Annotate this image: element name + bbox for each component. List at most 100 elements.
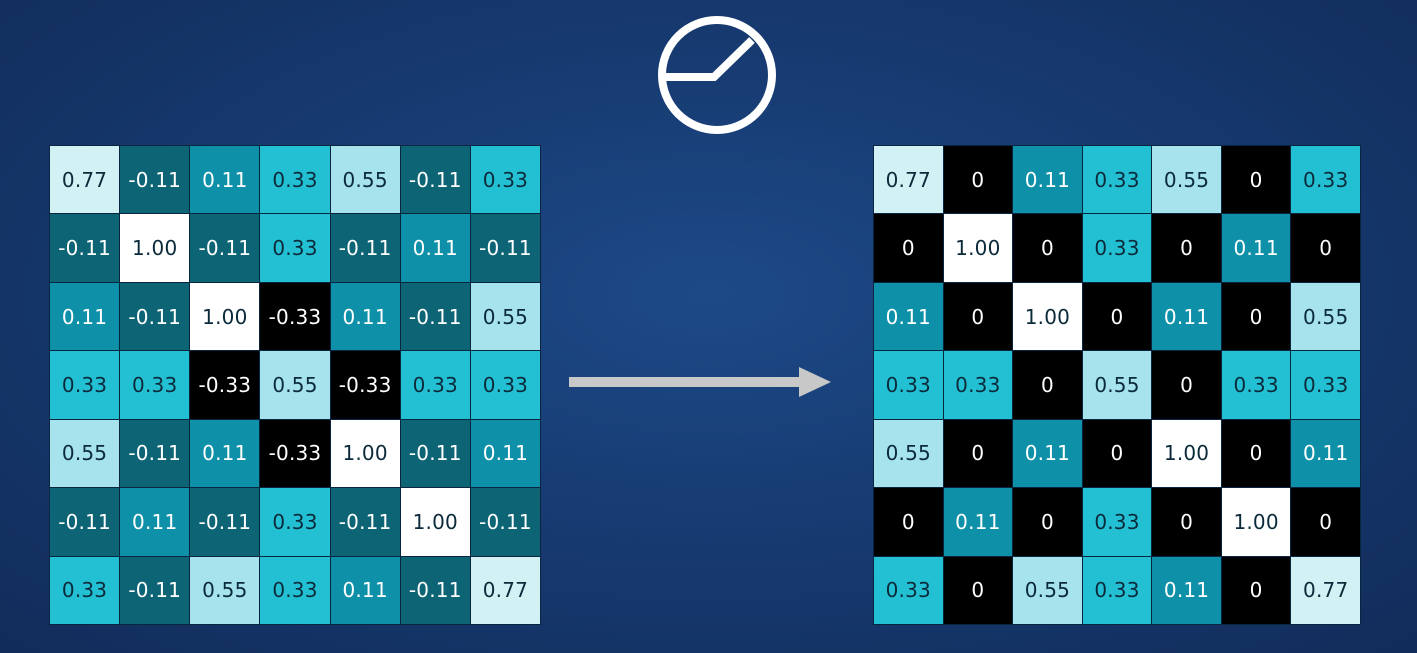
- matrix-cell: 0.33: [260, 146, 330, 214]
- matrix-cell: 0: [1013, 351, 1082, 419]
- matrix-cell: -0.11: [50, 488, 120, 556]
- relu-activation-icon: [658, 16, 776, 134]
- matrix-cell: 0.33: [1082, 488, 1152, 556]
- matrix-cell: 0: [1221, 556, 1291, 624]
- matrix-cell: 0: [943, 556, 1013, 624]
- matrix-cell: 0.55: [1082, 351, 1152, 419]
- matrix-cell: 0.33: [1221, 351, 1291, 419]
- matrix-cell: -0.11: [470, 214, 540, 282]
- matrix-cell: 0.33: [1082, 556, 1152, 624]
- matrix-cell: 0: [1291, 214, 1360, 282]
- matrix-cell: -0.11: [190, 488, 260, 556]
- matrix-cell: 0: [1291, 488, 1360, 556]
- matrix-cell: 1.00: [330, 419, 400, 488]
- matrix-cell: 0.11: [50, 282, 120, 351]
- matrix-cell: -0.33: [190, 351, 260, 419]
- matrix-cell: 1.00: [1152, 419, 1221, 488]
- matrix-cell: 0: [874, 488, 943, 556]
- matrix-cell: 0.11: [330, 282, 400, 351]
- output-feature-map: 0.77 0 0.11 0.33 0.55 0 0.33 0 1.00 0 0.33 0 0.11 0 0.…: [873, 145, 1361, 625]
- matrix-cell: 0.77: [470, 556, 540, 624]
- matrix-cell: 0.33: [1291, 351, 1360, 419]
- matrix-cell: -0.11: [120, 146, 190, 214]
- matrix-cell: -0.11: [330, 488, 400, 556]
- matrix-cell: 0.11: [1291, 419, 1360, 488]
- matrix-cell: 0: [943, 146, 1013, 214]
- matrix-cell: 0: [1221, 146, 1291, 214]
- matrix-cell: -0.11: [400, 146, 470, 214]
- matrix-cell: 0.33: [470, 351, 540, 419]
- matrix-cell: 0.55: [1013, 556, 1082, 624]
- matrix-cell: 1.00: [120, 214, 190, 282]
- matrix-cell: 0.33: [874, 556, 943, 624]
- matrix-cell: 0.33: [120, 351, 190, 419]
- matrix-cell: -0.11: [120, 419, 190, 488]
- matrix-cell: 0: [1221, 282, 1291, 351]
- matrix-cell: 0.55: [1291, 282, 1360, 351]
- matrix-cell: 0.55: [50, 419, 120, 488]
- matrix-cell: 0.33: [1291, 146, 1360, 214]
- matrix-cell: 0.77: [50, 146, 120, 214]
- matrix-cell: -0.33: [260, 282, 330, 351]
- matrix-cell: 0.11: [190, 419, 260, 488]
- matrix-cell: -0.11: [330, 214, 400, 282]
- matrix-cell: 0.33: [260, 214, 330, 282]
- input-feature-map: 0.77 -0.11 0.11 0.33 0.55 -0.11 0.33 -0.11 1.00-…: [49, 145, 541, 625]
- matrix-cell: -0.11: [470, 488, 540, 556]
- matrix-cell: 0: [1221, 419, 1291, 488]
- matrix-cell: 0.11: [400, 214, 470, 282]
- matrix-cell: 1.00: [190, 282, 260, 351]
- matrix-cell: 0.33: [943, 351, 1013, 419]
- matrix-cell: 0.11: [470, 419, 540, 488]
- matrix-cell: 0.55: [1152, 146, 1221, 214]
- matrix-cell: -0.11: [120, 282, 190, 351]
- matrix-cell: -0.33: [330, 351, 400, 419]
- matrix-cell: 0.33: [50, 351, 120, 419]
- matrix-cell: -0.11: [50, 214, 120, 282]
- matrix-cell: 0.55: [874, 419, 943, 488]
- matrix-cell: 0: [943, 419, 1013, 488]
- matrix-cell: 0: [1082, 282, 1152, 351]
- matrix-cell: 1.00: [400, 488, 470, 556]
- matrix-cell: 0.55: [190, 556, 260, 624]
- matrix-cell: 0.11: [874, 282, 943, 351]
- matrix-cell: -0.33: [260, 419, 330, 488]
- matrix-cell: 0.33: [400, 351, 470, 419]
- matrix-cell: 1.00: [1221, 488, 1291, 556]
- right-arrow-icon: [569, 367, 831, 397]
- matrix-cell: 0: [1152, 214, 1221, 282]
- matrix-cell: 0.55: [470, 282, 540, 351]
- matrix-cell: 0.11: [330, 556, 400, 624]
- matrix-cell: 0.33: [260, 488, 330, 556]
- matrix-cell: 0: [874, 214, 943, 282]
- matrix-cell: -0.11: [190, 214, 260, 282]
- matrix-cell: 0.33: [260, 556, 330, 624]
- matrix-cell: 0.33: [1082, 214, 1152, 282]
- matrix-cell: 0: [1152, 488, 1221, 556]
- matrix-cell: 0: [1013, 214, 1082, 282]
- matrix-cell: -0.11: [400, 282, 470, 351]
- matrix-cell: 0.33: [470, 146, 540, 214]
- matrix-cell: 0.11: [1013, 419, 1082, 488]
- matrix-cell: -0.11: [400, 419, 470, 488]
- matrix-cell: 0.11: [1152, 556, 1221, 624]
- matrix-cell: 0.55: [260, 351, 330, 419]
- matrix-cell: 0.11: [1152, 282, 1221, 351]
- matrix-cell: 0.11: [120, 488, 190, 556]
- matrix-cell: 0.33: [1082, 146, 1152, 214]
- matrix-cell: 0.11: [190, 146, 260, 214]
- matrix-cell: 0.11: [943, 488, 1013, 556]
- matrix-cell: 0: [1152, 351, 1221, 419]
- matrix-cell: 0: [943, 282, 1013, 351]
- matrix-cell: 0.11: [1221, 214, 1291, 282]
- matrix-cell: 0.11: [1013, 146, 1082, 214]
- matrix-cell: 0.55: [330, 146, 400, 214]
- matrix-cell: -0.11: [120, 556, 190, 624]
- matrix-cell: 0.77: [874, 146, 943, 214]
- matrix-cell: 0: [1013, 488, 1082, 556]
- matrix-cell: 0: [1082, 419, 1152, 488]
- matrix-cell: 0.33: [50, 556, 120, 624]
- matrix-cell: -0.11: [400, 556, 470, 624]
- matrix-cell: 0.77: [1291, 556, 1360, 624]
- matrix-cell: 1.00: [1013, 282, 1082, 351]
